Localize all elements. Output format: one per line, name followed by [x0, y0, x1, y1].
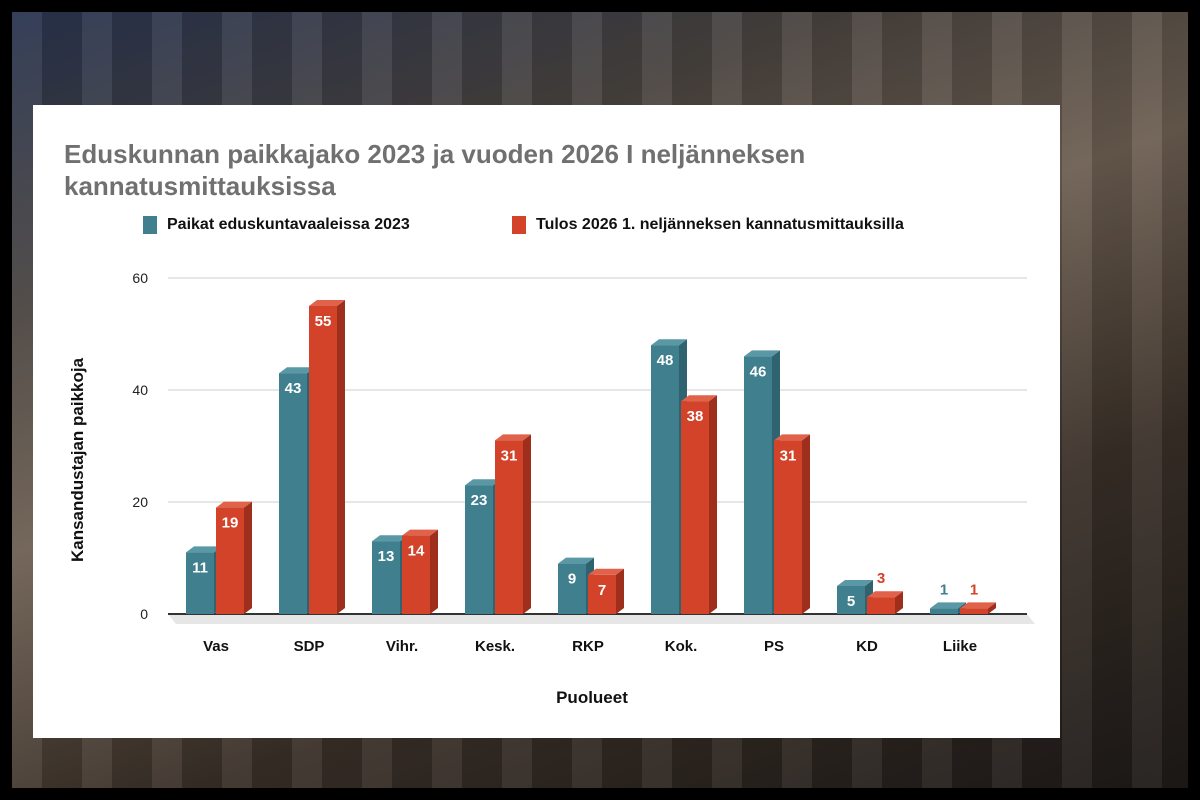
bar-2023-sdp: [279, 373, 307, 614]
bar-2026-ps: [774, 440, 802, 614]
data-label: 11: [192, 559, 208, 576]
bar-top: [372, 535, 408, 542]
bar-top: [465, 479, 501, 486]
data-label: 1: [940, 581, 948, 598]
bar-2023-kesk: [465, 485, 493, 614]
x-tick-label: PS: [764, 638, 784, 655]
bar-top: [960, 602, 996, 609]
chart-title: Eduskunnan paikkajako 2023 ja vuoden 202…: [64, 139, 806, 201]
bar-top: [867, 591, 903, 598]
bar-top: [495, 434, 531, 441]
bar-side: [337, 300, 345, 614]
y-tick-label: 20: [132, 494, 148, 510]
bar-top: [309, 300, 345, 306]
x-tick-label: Liike: [943, 638, 977, 655]
bar-side: [430, 529, 438, 614]
x-tick-label: Vas: [203, 638, 229, 655]
bar-2023-kd: [837, 586, 865, 614]
legend-item-2023: Paikat eduskuntavaaleissa 2023: [143, 216, 410, 234]
bar-top: [930, 602, 966, 609]
bar-2026-vihr: [402, 535, 430, 614]
bar-top: [774, 434, 810, 441]
data-label: 55: [315, 313, 332, 330]
data-label: 13: [378, 548, 395, 565]
bar-top: [837, 580, 873, 586]
legend-swatch: [143, 216, 157, 234]
y-tick-label: 40: [132, 382, 148, 398]
bar-2026-kok: [681, 401, 709, 614]
x-tick-label: SDP: [294, 638, 325, 655]
data-label: 14: [408, 543, 425, 560]
data-label: 9: [568, 571, 576, 588]
bar-top: [558, 557, 594, 564]
bar-top: [588, 568, 624, 575]
x-tick-label: RKP: [572, 638, 604, 655]
y-axis-title: Kansandustajan paikkoja: [68, 357, 87, 562]
bar-top: [681, 395, 717, 402]
data-label: 31: [501, 447, 518, 464]
bar-2023-ps: [744, 356, 772, 614]
data-label: 7: [598, 582, 606, 599]
bar-side: [709, 395, 717, 614]
bar-2026-kesk: [495, 440, 523, 614]
data-label: 31: [780, 447, 797, 464]
x-tick-label: Kesk.: [475, 638, 515, 655]
bar-top: [744, 350, 780, 357]
bar-top: [216, 501, 252, 508]
bar-top: [402, 529, 438, 536]
bar-2023-vihr: [372, 541, 400, 614]
y-tick-label: 0: [140, 606, 148, 622]
data-label: 1: [970, 581, 978, 598]
data-label: 3: [877, 570, 885, 587]
x-tick-label: KD: [856, 638, 878, 655]
bar-side: [523, 434, 531, 614]
bar-side: [616, 568, 624, 614]
y-tick-label: 60: [132, 270, 148, 286]
bar-side: [895, 591, 903, 614]
bar-2026-sdp: [309, 306, 337, 614]
legend-item-2026: Tulos 2026 1. neljänneksen kannatusmitta…: [512, 216, 904, 234]
bar-top: [186, 546, 222, 553]
data-label: 19: [222, 515, 239, 532]
legend-label: Tulos 2026 1. neljänneksen kannatusmitta…: [536, 216, 904, 233]
bar-2023-kok: [651, 345, 679, 614]
data-label: 43: [285, 380, 302, 397]
data-label: 46: [750, 363, 767, 380]
bar-2026-vas: [216, 507, 244, 614]
bar-2023-vas: [186, 552, 214, 614]
bar-2023-liike: [930, 608, 958, 614]
bar-2023-rkp: [558, 563, 586, 614]
data-label: 23: [471, 492, 488, 509]
x-axis-title: Puolueet: [556, 688, 628, 707]
bar-top: [279, 367, 315, 374]
chart-floor: [168, 614, 1035, 624]
bar-2026-rkp: [588, 574, 616, 614]
x-tick-label: Kok.: [665, 638, 698, 655]
bar-top: [651, 339, 687, 346]
legend-swatch: [512, 216, 526, 234]
legend-label: Paikat eduskuntavaaleissa 2023: [167, 216, 410, 233]
data-label: 48: [657, 352, 674, 369]
bar-2026-liike: [960, 608, 988, 614]
data-label: 38: [687, 408, 704, 425]
bar-side: [988, 602, 996, 614]
data-label: 5: [847, 593, 855, 610]
bar-side: [802, 434, 810, 614]
bar-side: [244, 501, 252, 614]
bar-2026-kd: [867, 597, 895, 614]
x-tick-label: Vihr.: [386, 638, 418, 655]
chart-panel: [33, 105, 1060, 738]
